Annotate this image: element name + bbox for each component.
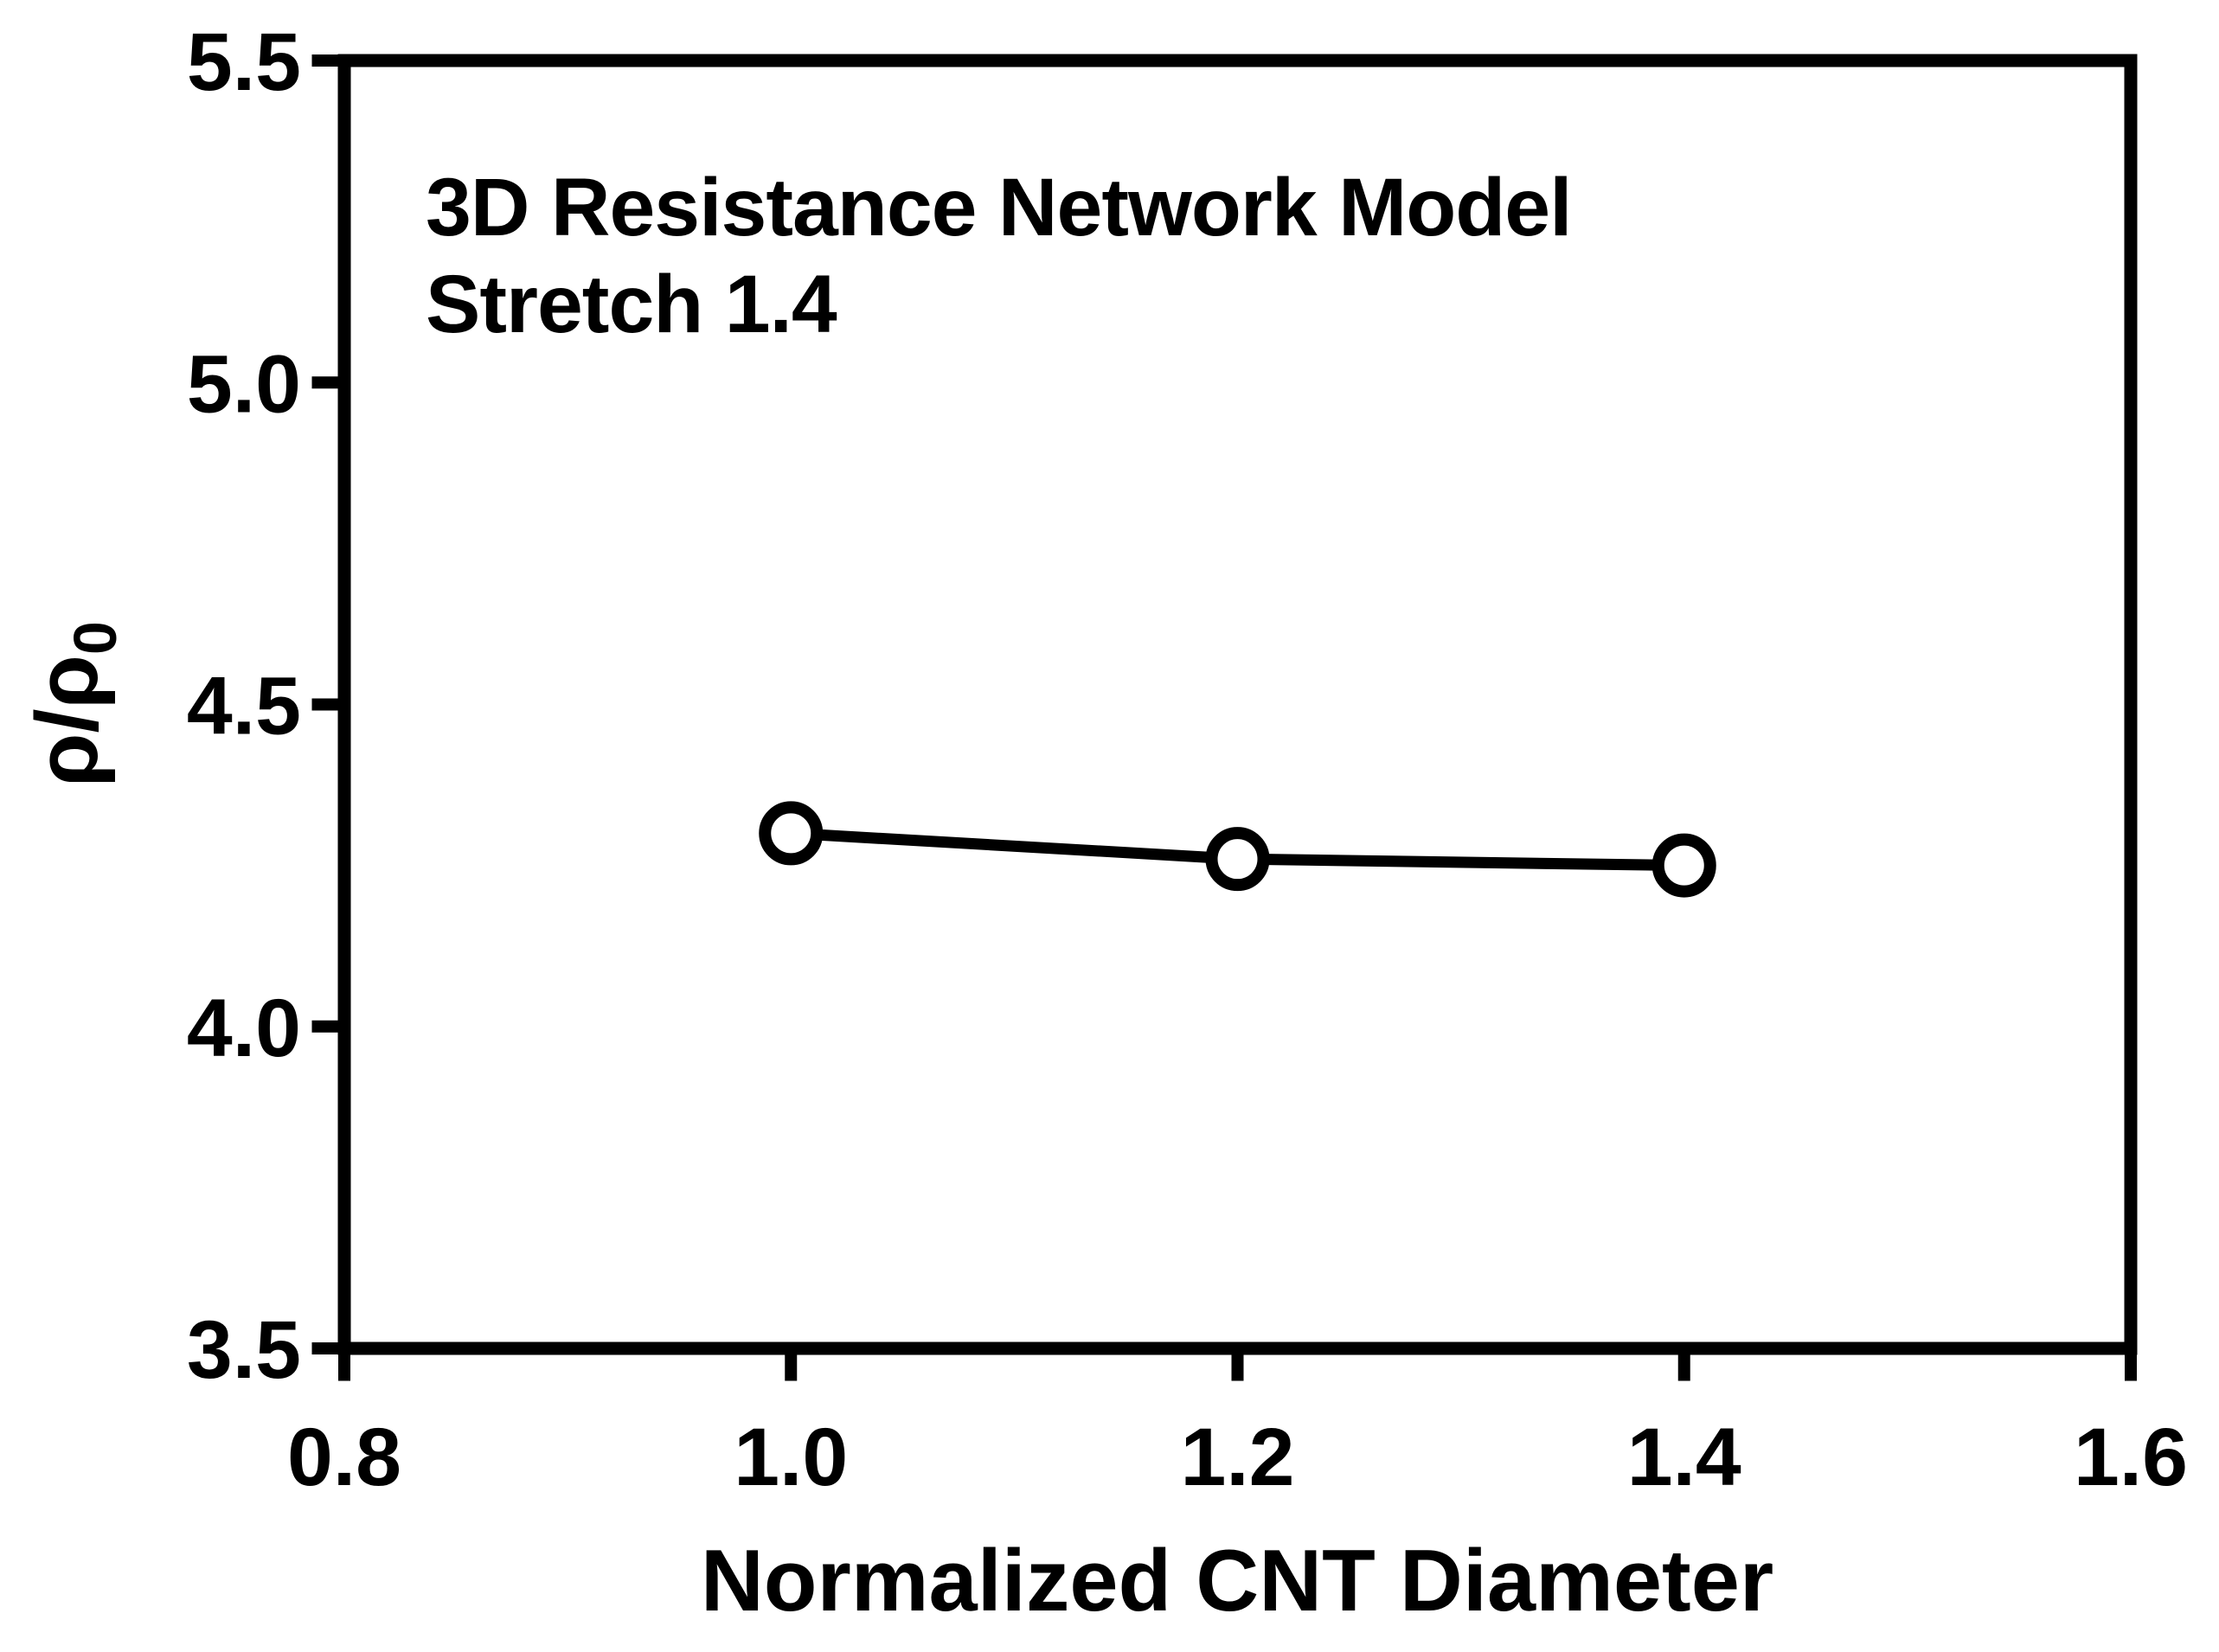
x-tick-label: 1.6 [2074, 1412, 2188, 1503]
y-axis-title: ρ/ρ0 [19, 621, 129, 787]
x-tick-label: 0.8 [287, 1412, 401, 1503]
plot-border [337, 54, 2138, 1355]
y-tick-label: 5.0 [187, 338, 301, 430]
y-tick-label: 3.5 [187, 1304, 301, 1396]
annotation-line-1: 3D Resistance Network Model [426, 162, 1572, 253]
x-tick-label: 1.4 [1627, 1412, 1741, 1503]
y-axis-title-main: ρ/ρ [19, 655, 116, 787]
y-axis-title-subscript: 0 [61, 621, 129, 655]
y-tick-label: 4.5 [187, 661, 301, 752]
annotation-line-2: Stretch 1.4 [426, 259, 837, 350]
y-tick-label: 4.0 [187, 983, 301, 1074]
data-point-marker [1651, 833, 1716, 898]
data-point-marker [1205, 827, 1270, 892]
data-series [759, 801, 1716, 898]
x-axis-title: Normalized CNT Diameter [701, 1533, 1773, 1630]
y-tick-label: 5.5 [187, 16, 301, 108]
tick-labels: 0.8 1.0 1.2 1.4 1.6 3.5 4.0 4.5 5.0 5.5 [187, 16, 2188, 1503]
x-tick-label: 1.2 [1180, 1412, 1294, 1503]
x-tick-label: 1.0 [734, 1412, 848, 1503]
data-point-marker [759, 801, 824, 866]
plot-frame [337, 54, 2138, 1355]
